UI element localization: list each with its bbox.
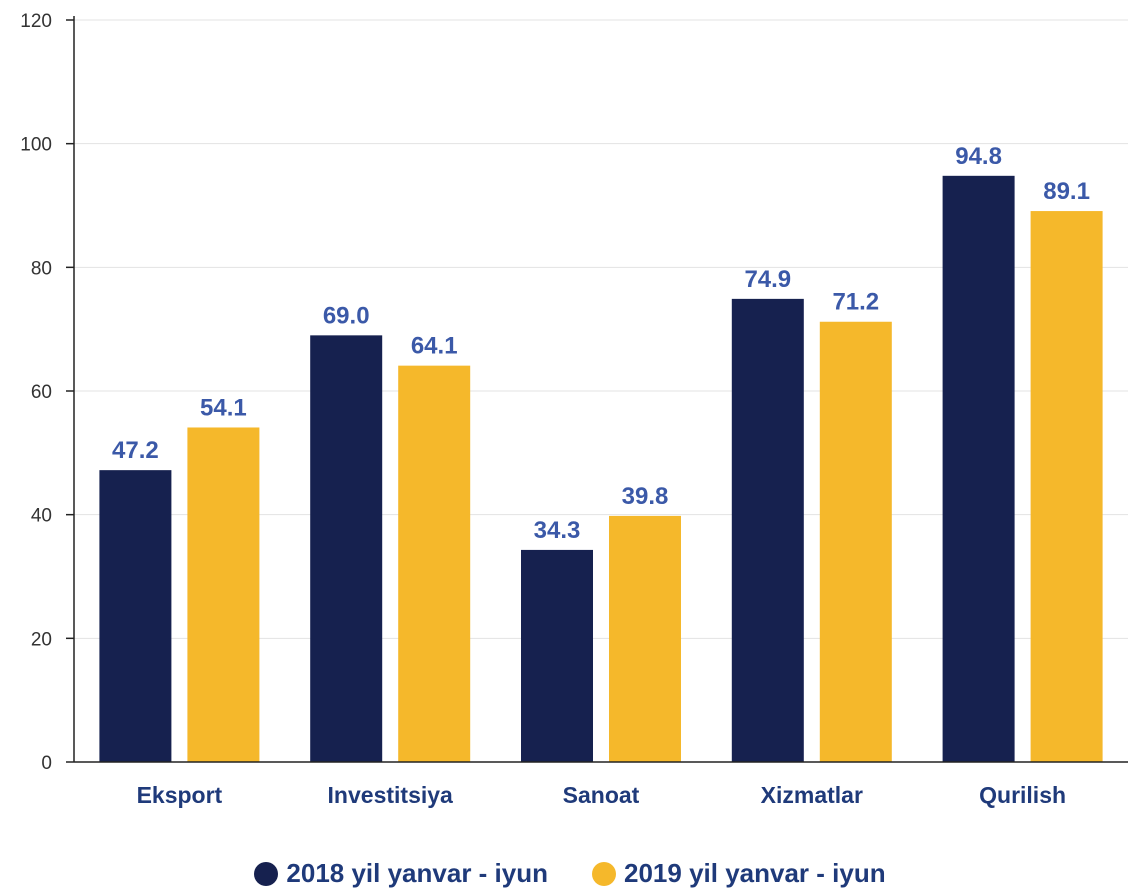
data-label: 74.9 [744,266,791,293]
legend-swatch-2018-icon [254,861,279,886]
data-label: 54.1 [200,394,247,421]
data-label: 64.1 [411,333,458,360]
axes [73,16,1128,763]
bar-chart: 0 20 40 60 80 100 120 47.2 54.1 69.0 64.1 34.3 39.8… [20,11,1128,808]
x-category-label: Xizmatlar [761,782,863,808]
x-category-label: Investitsiya [328,782,453,808]
legend-label-2018: 2018 yil yanvar - iyun [286,858,548,888]
bar-qurilish-2019 [1030,211,1103,762]
bar-sanoat-2019 [609,515,681,762]
bar-investitsiya-2018 [310,335,383,762]
x-category-label: Qurilish [979,782,1066,808]
x-category-label: Sanoat [563,782,640,808]
y-axis-ticks: 0 20 40 60 80 100 120 [20,11,74,774]
bar-eksport-2018 [99,470,172,762]
data-label: 47.2 [112,437,159,464]
bars [99,175,1103,762]
data-label: 34.3 [534,517,581,544]
y-tick-label: 40 [31,506,52,527]
data-label: 71.2 [832,289,879,316]
y-tick-label: 120 [20,11,52,32]
bar-xizmatlar-2019 [819,321,892,762]
bar-qurilish-2018 [942,175,1015,762]
bar-xizmatlar-2018 [731,298,804,762]
legend-label-2019: 2019 yil yanvar - iyun [624,858,886,888]
data-labels: 47.2 54.1 69.0 64.1 34.3 39.8 74.9 71.2 94.8 89.1 [112,143,1090,544]
data-label: 39.8 [622,483,669,510]
bar-sanoat-2018 [521,549,593,762]
data-label: 94.8 [955,143,1002,170]
data-label: 89.1 [1043,178,1090,205]
x-category-label: Eksport [137,782,223,808]
legend-item-2019[interactable]: 2019 yil yanvar - iyun [592,858,886,889]
bar-eksport-2019 [187,427,260,762]
data-label: 69.0 [323,302,370,329]
legend-swatch-2019-icon [592,861,616,886]
bar-investitsiya-2019 [398,365,471,762]
legend-item-2018[interactable]: 2018 yil yanvar - iyun [254,858,548,889]
y-tick-label: 80 [31,258,52,279]
y-tick-label: 0 [41,753,52,774]
y-tick-label: 100 [20,135,52,156]
y-tick-label: 20 [31,629,52,650]
y-tick-label: 60 [31,382,52,403]
legend: 2018 yil yanvar - iyun 2019 yil yanvar -… [0,858,1140,889]
x-axis-categories: Eksport Investitsiya Sanoat Xizmatlar Qurili… [137,782,1066,808]
